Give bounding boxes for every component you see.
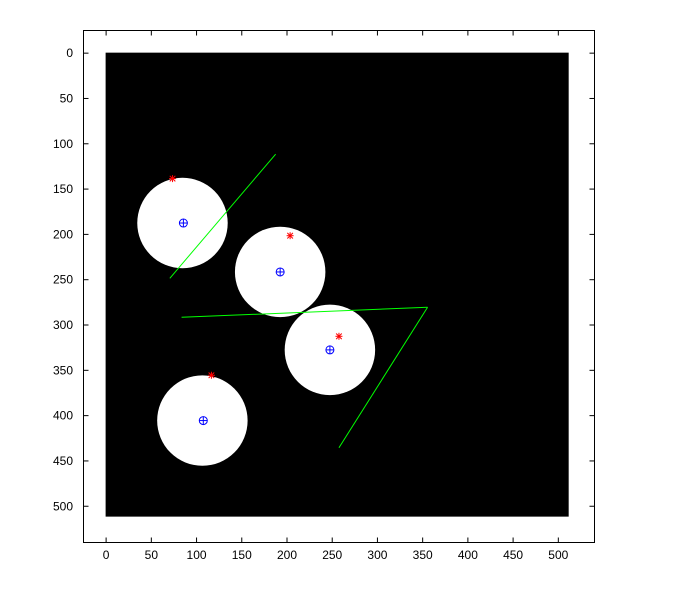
center-marker-1 — [178, 218, 188, 228]
star-marker-1 — [169, 175, 177, 183]
y-axis: 0 50 100 150 200 250 300 350 400 450 500 — [53, 46, 595, 513]
y-tick-label: 150 — [53, 182, 73, 196]
star-marker-2 — [286, 232, 294, 240]
x-tick-label: 250 — [322, 548, 342, 562]
x-axis: 0 50 100 150 200 250 300 350 400 450 500 — [103, 30, 569, 562]
x-tick-label: 300 — [367, 548, 387, 562]
y-tick-label: 500 — [53, 499, 73, 513]
axes-box — [83, 30, 595, 543]
y-tick-label: 50 — [60, 91, 74, 105]
star-marker-d2 — [335, 333, 343, 340]
y-tick-label: 200 — [53, 227, 73, 241]
center-marker-2 — [275, 267, 285, 277]
y-tick-label: 450 — [53, 454, 73, 468]
line-1 — [169, 153, 277, 279]
star-marker-3 — [335, 332, 343, 340]
x-tick-label: 100 — [187, 548, 207, 562]
x-tick-label: 400 — [458, 548, 478, 562]
x-tick-label: 50 — [145, 548, 159, 562]
axes-frame — [83, 30, 595, 543]
center-marker-4 — [198, 416, 208, 426]
star-marker-d2 — [286, 232, 294, 239]
x-tick-label: 0 — [103, 548, 110, 562]
star-marker-d2 — [208, 372, 215, 379]
y-tick-label: 0 — [66, 46, 73, 60]
x-tick-label: 200 — [277, 548, 297, 562]
star-marker-4 — [207, 371, 215, 379]
center-marker-3 — [325, 345, 335, 355]
x-tick-label: 350 — [413, 548, 433, 562]
y-tick-label: 300 — [53, 318, 73, 332]
plot-area — [105, 52, 569, 517]
x-tick-label: 500 — [548, 548, 568, 562]
star-marker-d2 — [169, 175, 176, 182]
y-tick-label: 250 — [53, 273, 73, 287]
y-tick-label: 400 — [53, 409, 73, 423]
x-tick-label: 150 — [232, 548, 252, 562]
line-3 — [338, 307, 429, 449]
y-tick-label: 350 — [53, 363, 73, 377]
line-2 — [181, 306, 428, 318]
y-tick-label: 100 — [53, 137, 73, 151]
x-tick-label: 450 — [503, 548, 523, 562]
